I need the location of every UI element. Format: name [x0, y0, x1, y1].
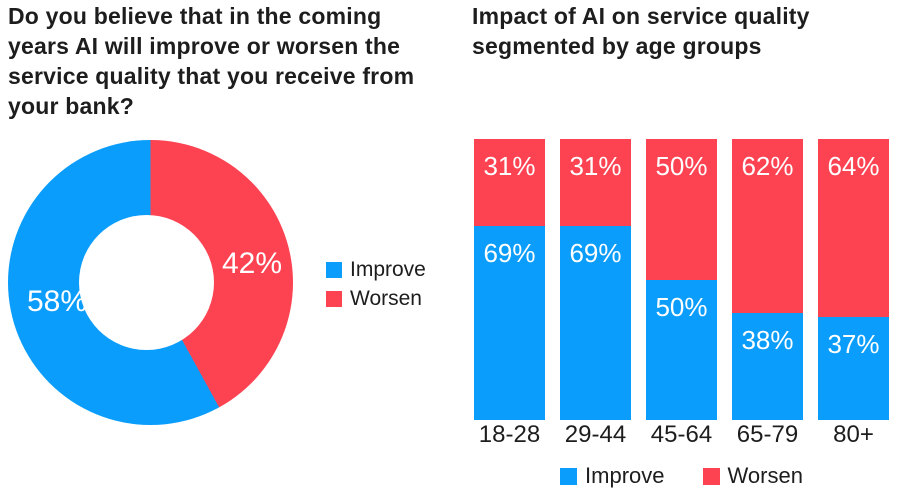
- legend-item-worsen: Worsen: [326, 287, 426, 311]
- bar-value-label: 50%: [655, 291, 708, 322]
- bar-value-label: 38%: [741, 325, 794, 356]
- bar-chart-title: Impact of AI on service quality segmente…: [472, 3, 810, 59]
- improve-swatch-icon: [326, 262, 342, 278]
- bar-value-label: 69%: [569, 238, 622, 269]
- donut-legend: Improve Worsen: [326, 258, 426, 311]
- legend-label: Worsen: [727, 463, 803, 488]
- bar-column-29-44: 31% 69%: [560, 139, 631, 420]
- bar-value-label: 50%: [655, 151, 708, 181]
- donut-value-label-worsen: 42%: [221, 247, 283, 280]
- donut-hole: [79, 215, 214, 350]
- bar-segment-worsen-80+: 64%: [818, 139, 889, 318]
- legend-item-improve: Improve: [326, 258, 426, 282]
- bar-value-label: 69%: [483, 238, 536, 269]
- stacked-bar-chart: 31% 69% 31% 69% 50% 50% 62% 38% 64% 37%: [474, 139, 889, 420]
- legend-label: Improve: [350, 258, 426, 281]
- worsen-swatch-icon: [702, 467, 720, 485]
- bar-value-label: 31%: [483, 151, 536, 181]
- worsen-swatch-icon: [326, 291, 342, 307]
- donut-value-label-improve: 58%: [26, 285, 88, 318]
- bar-segment-improve-65-79: 38%: [732, 313, 803, 420]
- bar-value-label: 31%: [569, 151, 622, 181]
- legend-item-worsen: Worsen: [702, 463, 803, 489]
- bar-segment-improve-18-28: 69%: [474, 226, 545, 420]
- bar-value-label: 37%: [827, 329, 880, 360]
- bar-segment-worsen-45-64: 50%: [646, 139, 717, 280]
- bar-value-label: 64%: [827, 151, 880, 181]
- category-label-18-28: 18-28: [478, 421, 541, 448]
- bar-segment-worsen-65-79: 62%: [732, 139, 803, 314]
- bar-column-80+: 64% 37%: [818, 139, 889, 420]
- bar-value-label: 62%: [741, 151, 794, 181]
- bar-segment-improve-29-44: 69%: [560, 226, 631, 420]
- donut-chart-title: Do you believe that in the coming years …: [8, 3, 415, 119]
- category-label-65-79: 65-79: [736, 421, 799, 448]
- bar-column-45-64: 50% 50%: [646, 139, 717, 420]
- bar-column-18-28: 31% 69%: [474, 139, 545, 420]
- category-label-45-64: 45-64: [650, 421, 713, 448]
- legend-label: Improve: [585, 463, 665, 488]
- category-label-29-44: 29-44: [564, 421, 627, 448]
- category-label-80+: 80+: [833, 421, 874, 448]
- legend-label: Worsen: [350, 287, 422, 310]
- bar-segment-improve-45-64: 50%: [646, 279, 717, 420]
- bar-segment-worsen-29-44: 31%: [560, 139, 631, 227]
- bar-legend: Improve Worsen: [474, 463, 889, 489]
- bar-segment-worsen-18-28: 31%: [474, 139, 545, 227]
- bar-column-65-79: 62% 38%: [732, 139, 803, 420]
- improve-swatch-icon: [560, 467, 578, 485]
- legend-item-improve: Improve: [560, 463, 665, 489]
- category-axis: 18-28 29-44 45-64 65-79 80+: [474, 421, 889, 449]
- bar-segment-improve-80+: 37%: [818, 317, 889, 420]
